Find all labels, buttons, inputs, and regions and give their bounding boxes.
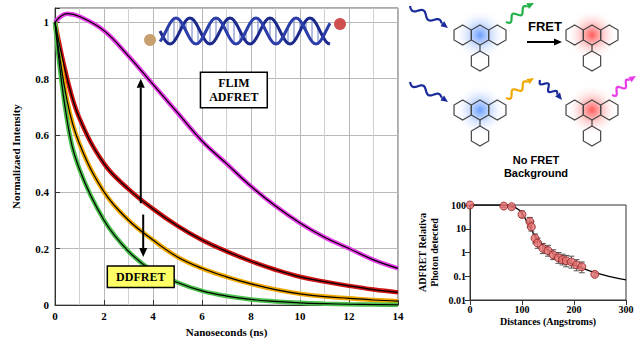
svg-text:Nanoseconds (ns): Nanoseconds (ns) xyxy=(186,326,268,339)
svg-text:FRET: FRET xyxy=(528,19,562,34)
svg-text:0.01: 0.01 xyxy=(449,295,467,306)
svg-text:FLIM: FLIM xyxy=(218,76,249,90)
svg-text:0.6: 0.6 xyxy=(35,129,49,141)
svg-text:0: 0 xyxy=(44,299,50,311)
svg-text:1: 1 xyxy=(44,16,50,28)
svg-text:10: 10 xyxy=(456,223,466,234)
svg-text:1: 1 xyxy=(461,247,466,258)
svg-text:0: 0 xyxy=(52,310,58,322)
svg-text:6: 6 xyxy=(199,310,205,322)
svg-text:300: 300 xyxy=(619,304,634,315)
svg-text:0: 0 xyxy=(468,304,473,315)
svg-text:100: 100 xyxy=(451,200,466,211)
svg-text:Normalizaed Intensity: Normalizaed Intensity xyxy=(10,104,22,209)
svg-text:10: 10 xyxy=(295,310,307,322)
svg-text:8: 8 xyxy=(248,310,254,322)
svg-text:Distances (Angstroms): Distances (Angstroms) xyxy=(500,316,596,328)
svg-text:0.8: 0.8 xyxy=(35,73,49,85)
svg-text:ADFRET Relativa: ADFRET Relativa xyxy=(417,213,428,292)
svg-text:0.4: 0.4 xyxy=(35,186,49,198)
svg-text:ADFRET: ADFRET xyxy=(209,90,258,104)
svg-text:DDFRET: DDFRET xyxy=(116,270,165,284)
svg-text:Photon detected: Photon detected xyxy=(429,218,440,287)
svg-text:0.1: 0.1 xyxy=(454,271,467,282)
svg-text:No FRET: No FRET xyxy=(513,154,560,166)
svg-text:Background: Background xyxy=(504,167,568,179)
svg-text:4: 4 xyxy=(150,310,156,322)
svg-text:0.2: 0.2 xyxy=(35,243,49,255)
svg-text:12: 12 xyxy=(344,310,356,322)
svg-text:100: 100 xyxy=(515,304,530,315)
svg-text:2: 2 xyxy=(101,310,107,322)
svg-text:200: 200 xyxy=(567,304,582,315)
svg-text:14: 14 xyxy=(393,310,405,322)
